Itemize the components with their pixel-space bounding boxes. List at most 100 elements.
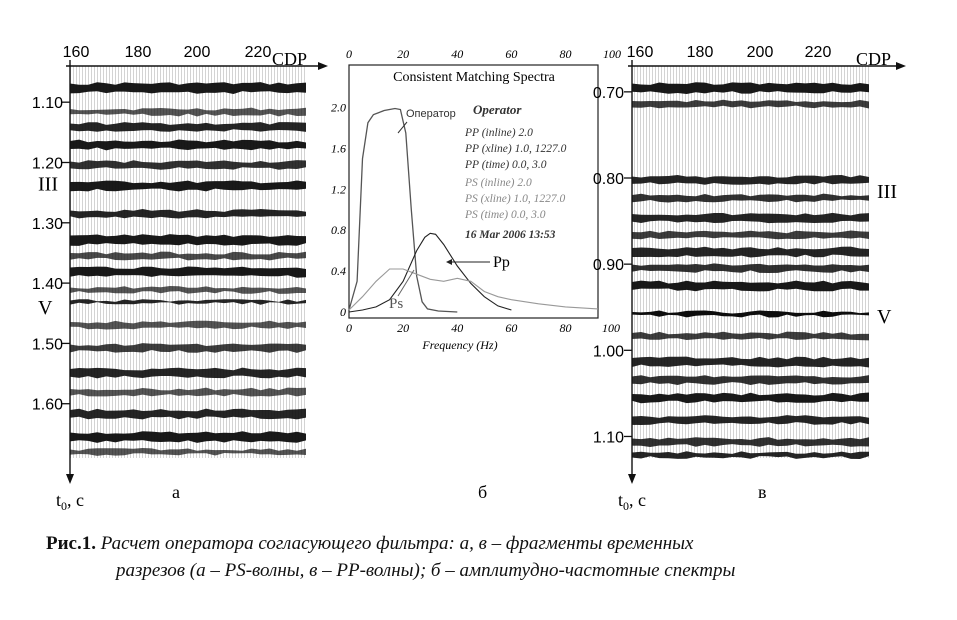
bottom-tick-label: 60 — [505, 321, 517, 335]
x-axis-arrow — [318, 62, 328, 70]
annotations: Оператор Pp Ps — [389, 108, 510, 312]
operator-pointer — [397, 121, 408, 134]
figure-1: 160 180 200 220 CDP 1.101.201.301.401.50… — [32, 44, 906, 513]
legend-pp-line: PP (xline) 1.0, 1227.0 — [464, 143, 567, 155]
horizon-labels: III V — [38, 174, 58, 320]
bottom-tick-label: 20 — [397, 321, 409, 335]
y-tick-label: 1.10 — [593, 429, 624, 446]
reflection-band — [70, 320, 306, 330]
x-tick-label: 220 — [245, 44, 272, 61]
horizon-label: III — [877, 181, 897, 203]
reflection-band — [632, 212, 869, 224]
legend-pp-line: PP (inline) 2.0 — [464, 127, 533, 139]
ps-pointer — [397, 269, 415, 297]
x-tick-label: 220 — [805, 44, 832, 61]
x-tick-label: 180 — [125, 44, 152, 61]
reflection-band — [70, 431, 306, 443]
legend-pp-line: PP (time) 0.0, 3.0 — [464, 159, 547, 171]
y-tick-label: 1.50 — [32, 336, 63, 353]
caption-line-2: разрезов (а – PS-волны, в – PP-волны); б… — [116, 560, 736, 581]
y-tick-label: 0.4 — [331, 264, 346, 278]
y-tick-label: 1.20 — [32, 155, 63, 172]
reflection-band — [70, 266, 306, 278]
legend: Operator PP (inline) 2.0 PP (xline) 1.0,… — [464, 102, 567, 241]
horizon-label: V — [877, 306, 892, 328]
time-axis-label: t0, с — [56, 490, 84, 513]
reflection-band — [70, 367, 306, 379]
chart-frame — [348, 64, 599, 319]
y-axis-arrow — [66, 474, 74, 484]
reflection-band — [70, 299, 306, 305]
x-axis-arrow — [896, 62, 906, 70]
x-tick-label: 180 — [687, 44, 714, 61]
ps-annotation: Ps — [389, 296, 403, 312]
top-tick-label: 40 — [451, 47, 463, 61]
reflection-band — [632, 230, 869, 240]
y-tick-label: 1.00 — [593, 343, 624, 360]
y-tick-labels: 0 0.4 0.8 1.2 1.6 2.0 — [331, 100, 346, 319]
reflection-band — [70, 160, 306, 170]
y-tick-label: 1.40 — [32, 276, 63, 293]
x-tick-label: 160 — [63, 44, 90, 61]
series-line — [348, 268, 599, 311]
bottom-tick-labels: 0 20 40 60 80 — [346, 321, 572, 335]
series-line — [348, 107, 458, 313]
time-axis-label: t0, с — [618, 490, 646, 513]
spectra-chart: Consistent Matching Spectra 100 0 20 40 60 8… — [331, 47, 621, 502]
reflection-band — [70, 387, 306, 397]
reflection-band — [632, 99, 869, 109]
horizon-labels: III V — [877, 181, 897, 328]
horizon-label: V — [38, 297, 53, 319]
reflection-band — [632, 392, 869, 404]
chart-title: Consistent Matching Spectra — [393, 70, 556, 85]
reflection-band — [632, 193, 869, 203]
legend-heading: Operator — [473, 102, 522, 117]
reflection-band — [70, 122, 306, 132]
operator-annotation: Оператор — [406, 108, 456, 120]
pp-annotation: Pp — [493, 254, 510, 271]
y-tick-label: 1.6 — [331, 141, 346, 155]
corner-label: 100 — [602, 321, 620, 335]
caption-line-1: Расчет оператора согласующего фильтра: а… — [100, 533, 694, 554]
y-ticks: 0.70 0.80 0.90 1.00 1.10 — [593, 85, 632, 446]
reflection-band — [70, 408, 306, 420]
legend-ps-line: PS (time) 0.0, 3.0 — [464, 209, 546, 221]
x-axis-label: CDP — [856, 49, 891, 69]
x-ticks: 160 180 200 220 — [63, 44, 272, 61]
y-tick-label: 0.90 — [593, 257, 624, 274]
seismic-section-pp: 160 180 200 220 CDP 0.70 0.80 0.90 1.00 1.10… — [593, 44, 906, 513]
reflection-band — [632, 437, 869, 447]
y-tick-label: 0.70 — [593, 85, 624, 102]
reflection-band — [632, 175, 869, 185]
x-ticks: 160 180 200 220 — [627, 44, 832, 61]
seismic-reflection-bands-pp — [632, 82, 869, 459]
legend-ps-line: PS (inline) 2.0 — [464, 177, 532, 189]
series-line — [348, 232, 512, 313]
y-ticks: 1.10 1.20 1.30 1.40 1.50 1.60 — [32, 95, 70, 414]
y-tick-label: 1.30 — [32, 216, 63, 233]
seismic-section-ps: 160 180 200 220 CDP 1.10 1.20 1.30 1.40 1.50… — [32, 44, 328, 513]
reflection-band — [632, 310, 869, 318]
y-tick-label: 1.10 — [32, 95, 63, 112]
y-tick-label: 1.2 — [331, 182, 346, 196]
reflection-band — [70, 209, 306, 219]
reflection-band — [632, 246, 869, 258]
reflection-band — [632, 331, 869, 341]
reflection-band — [70, 251, 306, 261]
y-tick-label: 0 — [340, 305, 346, 319]
panel-letter: в — [758, 482, 767, 502]
x-axis-label: CDP — [272, 49, 307, 69]
y-tick-label: 1.60 — [32, 397, 63, 414]
seismic-section-pp-background — [632, 66, 869, 458]
reflection-band — [632, 263, 869, 273]
reflection-band — [632, 415, 869, 425]
pp-pointer-arrow — [446, 259, 452, 265]
reflection-band — [632, 82, 869, 94]
reflection-band — [70, 234, 306, 246]
seismic-reflection-bands-ps — [70, 82, 306, 456]
reflection-band — [70, 82, 306, 94]
bottom-tick-label: 80 — [560, 321, 572, 335]
panel-letter: б — [478, 482, 487, 502]
top-tick-label: 100 — [603, 47, 621, 61]
top-tick-label: 0 — [346, 47, 352, 61]
